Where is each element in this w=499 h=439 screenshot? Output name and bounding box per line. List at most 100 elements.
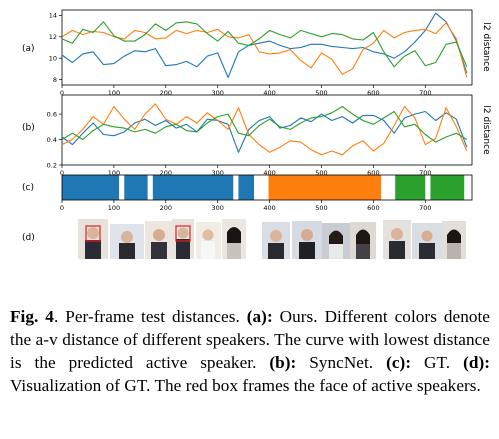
x-tick-label: 700 [419, 204, 431, 212]
caption-text-3: SyncNet. [296, 353, 387, 372]
hair [329, 230, 343, 248]
xticks-a: 0 100 200 300 400 500 600 700 [60, 85, 432, 97]
x-tick-label: 200 [160, 169, 172, 177]
x-tick-label: 300 [211, 204, 223, 212]
body [268, 243, 284, 259]
y-tick-label: 10 [49, 55, 57, 63]
x-tick-label: 100 [108, 89, 120, 97]
caption-label-b: (b): [269, 353, 297, 372]
xticks-b: 0 100 200 300 400 500 600 700 [60, 165, 432, 177]
x-tick-label: 500 [315, 169, 327, 177]
series-line-3 [61, 105, 468, 143]
x-tick-label: 400 [263, 89, 275, 97]
caption-text-1: . Per-frame test distances. [53, 307, 247, 326]
face [87, 227, 99, 239]
body [356, 244, 370, 259]
face [121, 231, 133, 243]
x-tick-label: 600 [367, 204, 379, 212]
face [177, 227, 189, 239]
x-tick-label: 200 [160, 89, 172, 97]
face [270, 230, 282, 242]
series-line-1 [61, 110, 468, 153]
active-speaker-box [85, 225, 101, 242]
body [176, 239, 190, 259]
caption-text-2: Ours. Different colors denote the a-v di… [10, 307, 490, 372]
body [85, 240, 101, 259]
chart-b: 0.2 0.4 0.6 0 100 200 300 400 500 600 700 [47, 94, 473, 177]
x-tick-label: 100 [108, 169, 120, 177]
x-tick-label: 100 [108, 204, 120, 212]
chart-a: 8 10 12 14 0 100 200 300 400 500 600 700 [49, 9, 473, 97]
face [153, 229, 165, 241]
series-line-2 [61, 103, 468, 156]
x-tick-label: 400 [263, 169, 275, 177]
gt-segment-4 [238, 175, 255, 200]
figure-caption: Fig. 4. Per-frame test distances. (a): O… [10, 305, 490, 397]
x-tick-label: 0 [60, 169, 64, 177]
body [299, 242, 315, 259]
xticks-c: 0 100 200 300 400 500 600 700 [60, 200, 432, 212]
x-tick-label: 500 [315, 204, 327, 212]
gt-segment-6 [395, 175, 426, 200]
series-line-2 [61, 22, 468, 78]
gt-segment-3 [152, 175, 234, 200]
y-tick-label: 14 [49, 12, 57, 20]
series-line-3 [61, 21, 468, 68]
caption-label-c: (c): [386, 353, 412, 372]
figure: (a) 8 10 12 14 0 100 200 300 400 500 600 700 l2 di… [22, 9, 491, 259]
x-tick-label: 0 [60, 89, 64, 97]
axes-frame-b [61, 94, 473, 166]
y-tick-label: 0.2 [47, 161, 57, 169]
x-tick-label: 700 [419, 169, 431, 177]
series-a [61, 12, 468, 79]
caption-fig-label: Fig. 4 [10, 307, 54, 326]
panel-label-c: (c) [22, 183, 34, 193]
gt-segment-2 [124, 175, 148, 200]
x-tick-label: 700 [419, 89, 431, 97]
x-tick-label: 600 [367, 89, 379, 97]
frame-group-2 [262, 221, 376, 259]
caption-text-4: GT. [411, 353, 464, 372]
face [421, 230, 433, 242]
yticks-b: 0.2 0.4 0.6 [47, 110, 62, 169]
face [301, 229, 313, 241]
x-tick-label: 200 [160, 204, 172, 212]
gt-segment-5 [268, 175, 382, 200]
hair [227, 227, 241, 246]
x-tick-label: 0 [60, 204, 64, 212]
segments-c [62, 175, 465, 200]
visualization-strip [78, 219, 466, 259]
body [447, 243, 461, 259]
caption-text-5: Visualization of GT. The red box frames … [10, 376, 481, 395]
panel-label-d: (d) [22, 233, 35, 243]
y-tick-label: 8 [53, 76, 57, 84]
face [391, 228, 403, 240]
gt-segment-7 [430, 175, 465, 200]
ylabel-b: l2 distance [481, 105, 491, 155]
body [227, 243, 241, 259]
x-tick-label: 300 [211, 169, 223, 177]
x-tick-label: 500 [315, 89, 327, 97]
chart-c: 0 100 200 300 400 500 600 700 [60, 174, 473, 212]
panel-label-a: (a) [22, 44, 35, 54]
y-tick-label: 12 [49, 33, 57, 41]
body [201, 241, 215, 259]
x-tick-label: 600 [367, 169, 379, 177]
series-b [61, 103, 468, 156]
gt-segment-1 [62, 175, 120, 200]
y-tick-label: 0.6 [47, 110, 57, 118]
body [329, 244, 343, 259]
body [151, 242, 167, 259]
caption-label-a: (a): [246, 307, 273, 326]
ylabel-a: l2 distance [481, 22, 491, 72]
body [419, 243, 435, 259]
series-line-1 [61, 12, 468, 79]
axes-frame-a [61, 9, 473, 86]
face [202, 229, 214, 241]
frame-group-3 [383, 220, 466, 259]
x-tick-label: 300 [211, 89, 223, 97]
x-tick-label: 400 [263, 204, 275, 212]
y-tick-label: 0.4 [47, 136, 57, 144]
frame-group-1 [78, 219, 246, 259]
body [389, 241, 405, 259]
